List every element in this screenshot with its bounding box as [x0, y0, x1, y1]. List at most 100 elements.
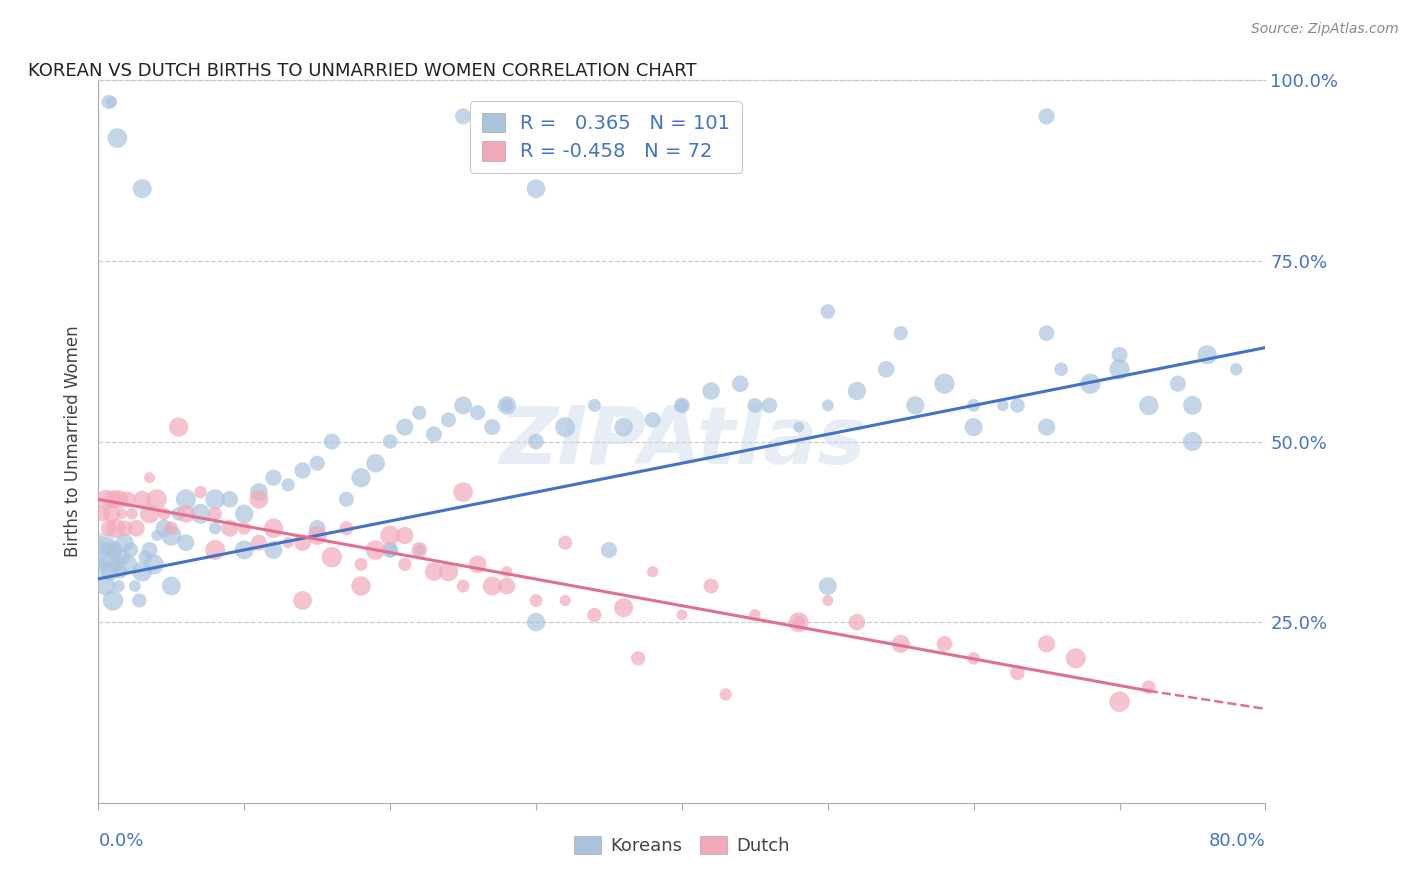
Point: [160, 579, 183, 593]
Point: [380, 434, 402, 449]
Point: [730, 376, 752, 391]
Point: [991, 398, 1014, 412]
Point: [101, 593, 124, 607]
Point: [554, 593, 576, 607]
Point: [627, 651, 650, 665]
Point: [121, 507, 143, 521]
Point: [613, 420, 636, 434]
Point: [94, 579, 117, 593]
Y-axis label: Births to Unmarried Women: Births to Unmarried Women: [65, 326, 83, 558]
Point: [934, 637, 956, 651]
Point: [496, 579, 519, 593]
Legend: Koreans, Dutch: Koreans, Dutch: [567, 829, 797, 863]
Point: [437, 413, 460, 427]
Point: [103, 542, 125, 557]
Point: [291, 593, 314, 607]
Point: [1225, 362, 1247, 376]
Point: [233, 507, 256, 521]
Point: [335, 521, 357, 535]
Point: [962, 651, 984, 665]
Point: [146, 528, 169, 542]
Point: [1137, 680, 1160, 694]
Point: [1181, 434, 1204, 449]
Point: [394, 558, 416, 572]
Point: [817, 304, 839, 318]
Point: [744, 398, 766, 412]
Point: [496, 565, 519, 579]
Point: [408, 542, 430, 557]
Point: [394, 420, 416, 434]
Point: [1080, 376, 1102, 391]
Point: [524, 615, 547, 630]
Point: [671, 398, 693, 412]
Point: [451, 579, 474, 593]
Point: [714, 687, 737, 701]
Point: [524, 182, 547, 196]
Point: [846, 615, 869, 630]
Point: [91, 558, 114, 572]
Point: [138, 542, 160, 557]
Point: [134, 550, 156, 565]
Point: [641, 565, 664, 579]
Point: [277, 478, 299, 492]
Text: KOREAN VS DUTCH BIRTHS TO UNMARRIED WOMEN CORRELATION CHART: KOREAN VS DUTCH BIRTHS TO UNMARRIED WOME…: [28, 62, 697, 80]
Point: [394, 528, 416, 542]
Point: [1035, 420, 1057, 434]
Point: [204, 542, 226, 557]
Point: [153, 521, 176, 535]
Point: [700, 579, 723, 593]
Point: [524, 434, 547, 449]
Point: [160, 521, 183, 535]
Point: [321, 550, 343, 565]
Point: [131, 492, 153, 507]
Point: [904, 398, 927, 412]
Point: [100, 507, 122, 521]
Point: [598, 542, 620, 557]
Point: [787, 420, 810, 434]
Point: [174, 507, 197, 521]
Point: [671, 398, 693, 412]
Point: [96, 542, 118, 557]
Point: [146, 492, 169, 507]
Point: [233, 542, 256, 557]
Point: [700, 384, 723, 398]
Point: [108, 492, 131, 507]
Point: [481, 420, 503, 434]
Point: [124, 579, 146, 593]
Point: [890, 326, 912, 341]
Point: [364, 542, 387, 557]
Point: [247, 535, 270, 549]
Point: [291, 463, 314, 477]
Point: [467, 558, 489, 572]
Point: [1007, 665, 1029, 680]
Point: [554, 420, 576, 434]
Point: [104, 521, 127, 535]
Point: [153, 507, 176, 521]
Point: [190, 485, 212, 500]
Point: [437, 565, 460, 579]
Text: 80.0%: 80.0%: [1209, 831, 1265, 850]
Point: [307, 528, 329, 542]
Point: [817, 593, 839, 607]
Point: [350, 579, 373, 593]
Point: [111, 550, 134, 565]
Point: [817, 398, 839, 412]
Point: [117, 492, 139, 507]
Point: [817, 579, 839, 593]
Point: [875, 362, 897, 376]
Point: [787, 615, 810, 630]
Point: [104, 558, 127, 572]
Point: [204, 521, 226, 535]
Point: [451, 485, 474, 500]
Point: [364, 456, 387, 470]
Point: [138, 507, 160, 521]
Point: [131, 565, 153, 579]
Point: [1050, 362, 1073, 376]
Point: [138, 471, 160, 485]
Point: [114, 521, 136, 535]
Point: [263, 471, 285, 485]
Point: [962, 420, 984, 434]
Point: [1035, 326, 1057, 341]
Point: [101, 492, 124, 507]
Point: [846, 384, 869, 398]
